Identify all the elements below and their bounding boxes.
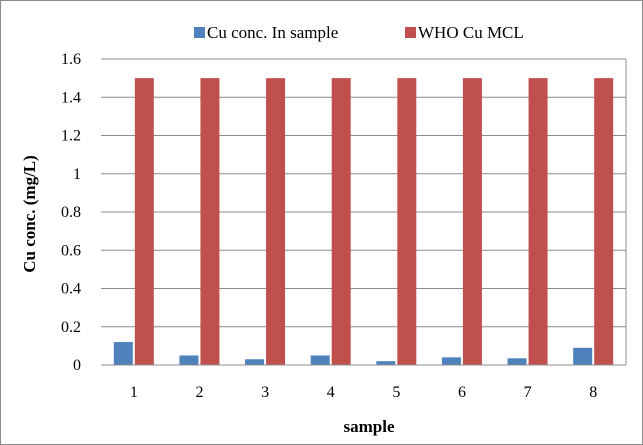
bar-cu-sample [507, 358, 527, 365]
bars [113, 78, 614, 365]
legend-swatch-who-mcl [405, 27, 416, 38]
y-tick-label: 0.8 [61, 204, 81, 221]
x-tick-label: 4 [327, 384, 335, 401]
y-tick-label: 1.4 [61, 89, 81, 106]
x-tick-label: 2 [195, 384, 203, 401]
x-axis-title: sample [344, 417, 395, 436]
bar-cu-sample [179, 355, 199, 365]
y-tick-label: 0.2 [61, 319, 81, 336]
x-tick-label: 7 [524, 384, 532, 401]
legend-label-who-mcl: WHO Cu MCL [418, 23, 524, 42]
bar-cu-sample [376, 361, 396, 365]
y-tick-label: 0.6 [61, 242, 81, 259]
legend-label-cu-sample: Cu conc. In sample [207, 23, 338, 42]
y-tick-label: 0.4 [61, 281, 81, 298]
bar-cu-sample [573, 347, 593, 365]
x-axis-ticks: 1 2 3 4 5 6 7 8 [130, 384, 597, 401]
y-axis-ticks: 0 0.2 0.4 0.6 0.8 1 1.2 1.4 1.6 [61, 51, 81, 374]
y-axis-title: Cu conc. (mg/L) [20, 155, 39, 273]
bar-cu-sample [113, 342, 133, 365]
x-tick-label: 5 [392, 384, 400, 401]
bar-who-mcl [462, 78, 482, 365]
bar-who-mcl [528, 78, 548, 365]
x-tick-label: 6 [458, 384, 466, 401]
y-tick-label: 1 [73, 166, 81, 183]
bar-who-mcl [594, 78, 614, 365]
bar-who-mcl [331, 78, 351, 365]
legend-swatch-cu-sample [194, 27, 205, 38]
gridlines [101, 58, 626, 328]
bar-who-mcl [134, 78, 154, 365]
y-tick-label: 1.6 [61, 51, 81, 68]
legend: Cu conc. In sample WHO Cu MCL [194, 23, 524, 42]
y-tick-label: 1.2 [61, 128, 81, 145]
bar-who-mcl [266, 78, 286, 365]
x-tick-label: 1 [130, 384, 138, 401]
x-tick-label: 8 [589, 384, 597, 401]
bar-cu-sample [441, 357, 461, 365]
y-tick-label: 0 [73, 357, 81, 374]
bar-cu-sample [245, 359, 265, 365]
x-tick-label: 3 [261, 384, 269, 401]
bar-who-mcl [397, 78, 417, 365]
bar-cu-sample [310, 355, 330, 365]
bar-who-mcl [200, 78, 220, 365]
